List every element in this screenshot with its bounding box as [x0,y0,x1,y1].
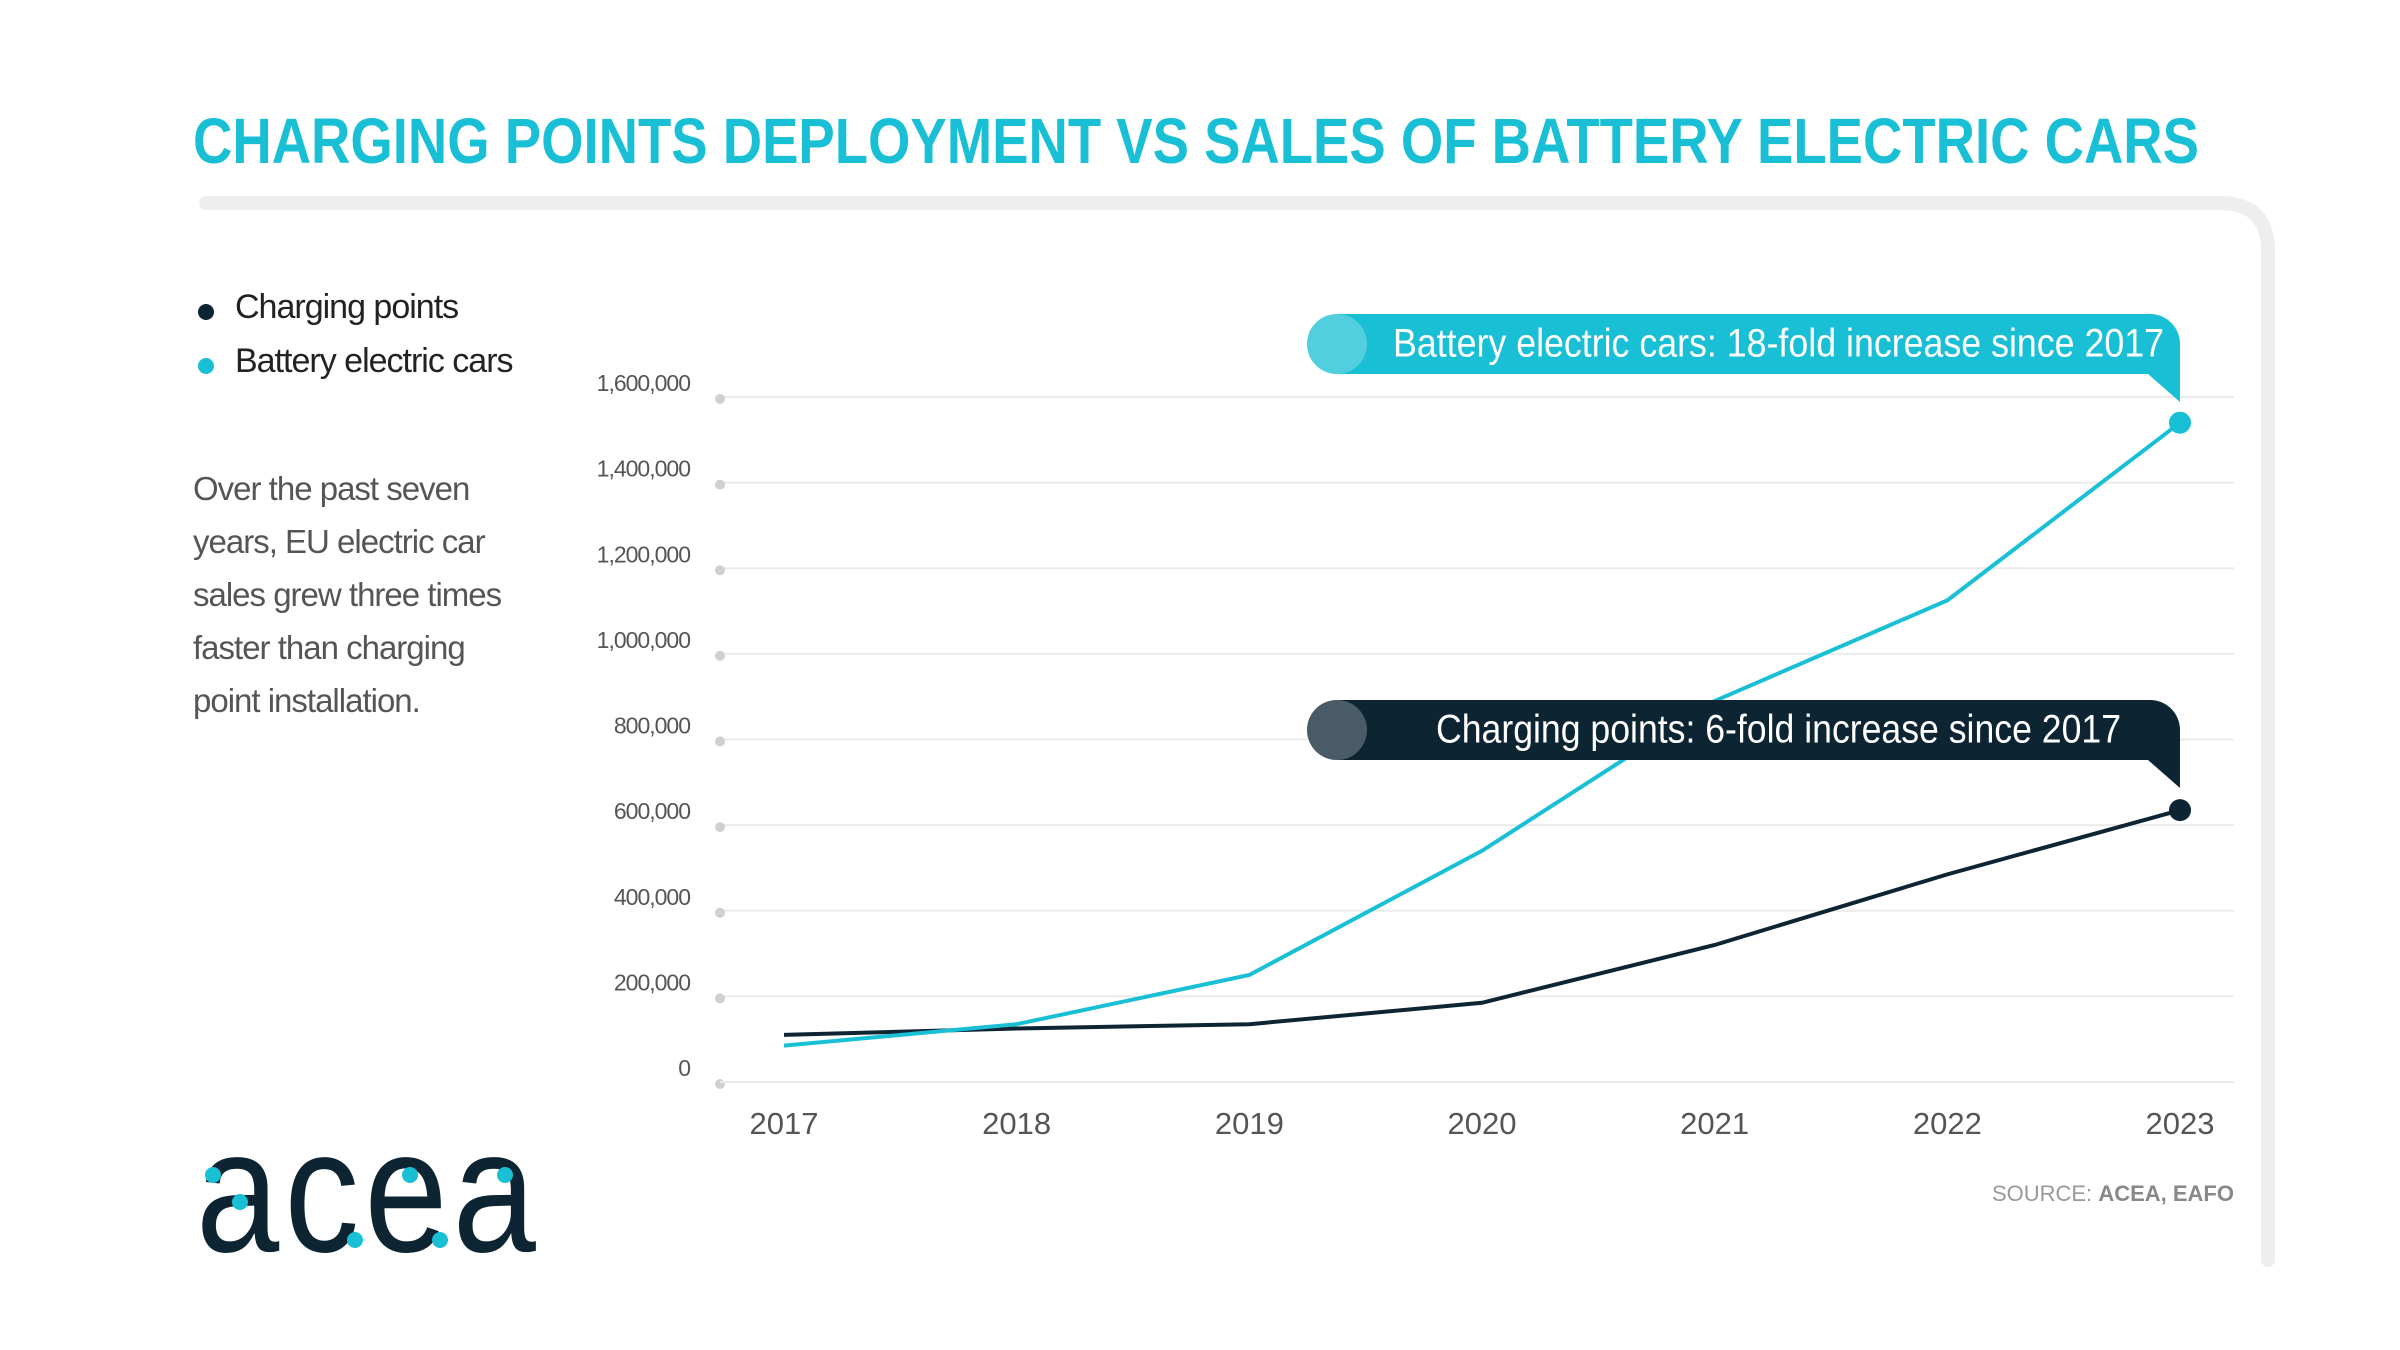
callout-text: Charging points: 6-fold increase since 2… [1436,708,2121,752]
x-tick-label: 2017 [750,1106,819,1141]
legend-marker [198,358,214,374]
callout-circle [1307,700,1367,760]
x-tick-label: 2023 [2146,1106,2215,1141]
x-tick-label: 2019 [1215,1106,1284,1141]
y-tick-dot [715,394,725,404]
y-tick-label: 600,000 [614,798,690,824]
y-tick-dot [715,822,725,833]
y-tick-dot [715,907,725,918]
series-line [783,808,2181,1037]
source-names: ACEA, EAFO [2098,1181,2234,1206]
legend-label: Charging points [235,288,458,326]
y-tick-label: 1,000,000 [597,627,691,653]
logo-dot [205,1167,221,1183]
callout-corner [2150,730,2180,760]
x-tick-label: 2022 [1913,1106,1982,1141]
y-tick-label: 1,600,000 [597,370,691,396]
y-tick-label: 1,200,000 [597,541,691,567]
x-tick-label: 2018 [982,1106,1051,1141]
callout: Charging points: 6-fold increase since 2… [1307,700,2180,788]
callout-box [1307,314,2180,374]
y-tick-label: 0 [678,1055,690,1081]
x-tick-label: 2020 [1448,1106,1517,1141]
callout-tail [2148,374,2180,402]
y-tick-dot [715,736,725,747]
legend-label: Battery electric cars [235,342,513,380]
y-tick-label: 200,000 [614,969,690,995]
end-point [2169,799,2191,822]
y-tick-dot [715,650,725,661]
callout: Battery electric cars: 18-fold increase … [1307,314,2180,402]
y-tick-label: 800,000 [614,713,690,739]
callout-text: Battery electric cars: 18-fold increase … [1393,322,2164,366]
logo-dot [497,1167,513,1183]
frame [199,196,2275,1267]
end-point [2169,411,2191,434]
y-tick-dot [715,1079,725,1089]
logo-dot [432,1232,448,1248]
y-tick-label: 400,000 [614,884,690,910]
logo: acea [196,1094,541,1289]
chart-title: CHARGING POINTS DEPLOYMENT VS SALES OF B… [193,105,2199,177]
legend-marker [198,304,214,320]
y-tick-label: 1,400,000 [597,456,691,482]
logo-dot [402,1167,418,1183]
logo-dot [232,1194,248,1210]
y-tick-dot [715,565,725,576]
callout-box [1307,700,2180,760]
source-label: SOURCE: [1992,1181,2092,1206]
description: Over the past seven years, EU electric c… [193,470,502,719]
callout-tail [2148,760,2180,788]
y-tick-dot [715,479,725,490]
source: SOURCE: ACEA, EAFO [1992,1181,2234,1206]
logo-dot [347,1232,363,1248]
y-tick-dot [715,993,725,1004]
series-line [783,421,2182,1048]
logo-text: acea [196,1094,541,1289]
x-tick-label: 2021 [1680,1106,1749,1141]
callout-corner [2150,344,2180,374]
callout-circle [1307,314,1367,374]
